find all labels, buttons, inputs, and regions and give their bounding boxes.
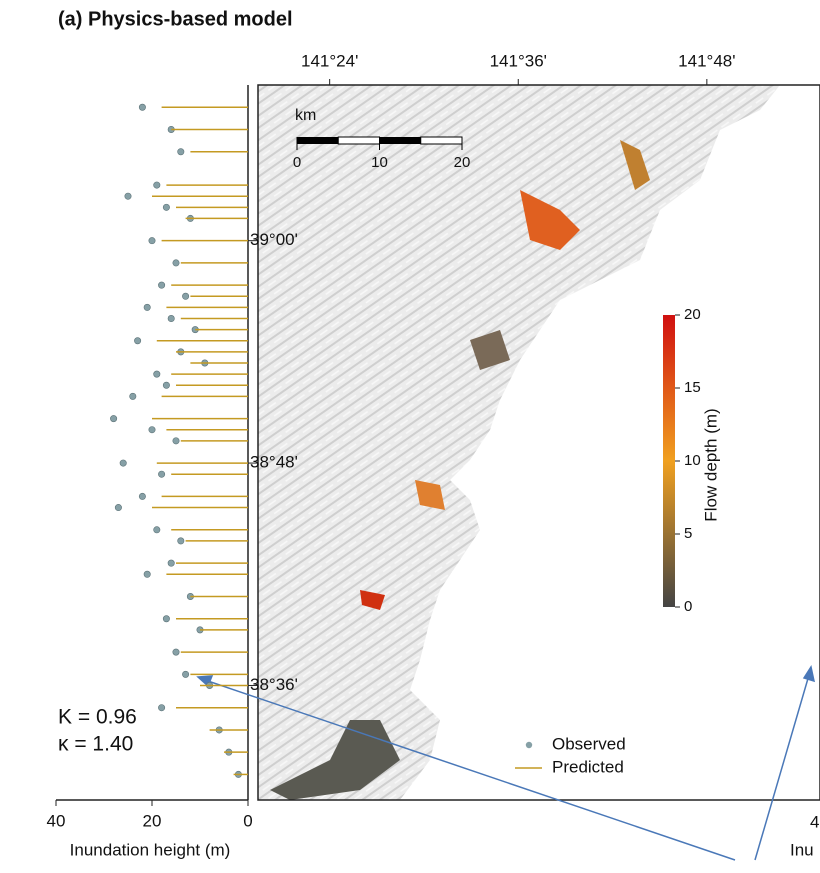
observed-point	[130, 393, 136, 399]
scale-tick-label: 20	[454, 154, 471, 171]
x-tick-label: 141°24'	[301, 51, 358, 70]
scale-label: km	[295, 107, 316, 124]
observed-point	[163, 616, 169, 622]
observed-point	[134, 338, 140, 344]
observed-point	[144, 304, 150, 310]
observed-point	[149, 237, 155, 243]
colorbar-tick-label: 5	[684, 525, 692, 542]
legend-label: Predicted	[552, 757, 624, 776]
observed-point	[182, 671, 188, 677]
x-tick-label: 0	[243, 811, 252, 830]
x-axis-label: Inundation height (m)	[70, 840, 231, 859]
y-tick-label: 38°48'	[250, 453, 298, 472]
observed-point	[149, 427, 155, 433]
scale-tick-label: 10	[371, 154, 388, 171]
legend-label: Observed	[552, 734, 626, 753]
observed-point	[110, 415, 116, 421]
colorbar	[663, 315, 675, 607]
observed-point	[168, 560, 174, 566]
y-tick-label: 39°00'	[250, 230, 298, 249]
observed-point	[154, 371, 160, 377]
observed-point	[115, 504, 121, 510]
observed-point	[173, 438, 179, 444]
cropped-label: Inu	[790, 840, 814, 859]
colorbar-tick-label: 0	[684, 598, 692, 615]
observed-point	[178, 149, 184, 155]
colorbar-tick-label: 10	[684, 452, 701, 469]
x-tick-label: 20	[143, 811, 162, 830]
x-tick-label: 141°36'	[490, 51, 547, 70]
scale-segment	[297, 137, 338, 144]
cropped-tick: 4	[810, 812, 819, 831]
scale-tick-label: 0	[293, 154, 301, 171]
colorbar-label: Flow depth (m)	[701, 408, 720, 521]
observed-point	[163, 204, 169, 210]
observed-point	[154, 182, 160, 188]
y-tick-label: 38°36'	[250, 675, 298, 694]
observed-point	[173, 649, 179, 655]
observed-point	[144, 571, 150, 577]
observed-point	[158, 705, 164, 711]
observed-point	[158, 471, 164, 477]
figure-title: (a) Physics-based model	[58, 8, 293, 30]
stat-kappa: κ = 1.40	[58, 733, 133, 756]
scale-segment	[380, 137, 421, 144]
observed-point	[168, 315, 174, 321]
observed-point	[173, 260, 179, 266]
scale-segment	[338, 137, 379, 144]
map-background	[258, 85, 820, 800]
scale-segment	[421, 137, 462, 144]
observed-point	[154, 527, 160, 533]
stat-k: K = 0.96	[58, 706, 137, 729]
figure: (a) Physics-based model Inundation heigh…	[0, 0, 820, 868]
observed-point	[158, 282, 164, 288]
observed-point	[178, 538, 184, 544]
observed-point	[120, 460, 126, 466]
observed-point	[125, 193, 131, 199]
colorbar-tick-label: 20	[684, 306, 701, 323]
x-tick-label: 40	[47, 811, 66, 830]
colorbar-tick-label: 15	[684, 379, 701, 396]
legend-swatch	[526, 742, 532, 748]
plot-marks	[110, 104, 248, 778]
observed-point	[182, 293, 188, 299]
observed-point	[139, 493, 145, 499]
observed-point	[163, 382, 169, 388]
x-tick-label: 141°48'	[678, 51, 735, 70]
observed-point	[139, 104, 145, 110]
